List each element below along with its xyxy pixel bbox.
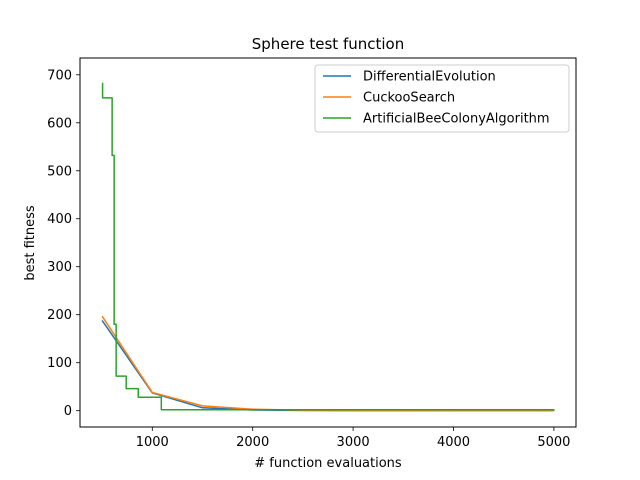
x-tick-label-4: 5000: [537, 435, 570, 450]
y-tick-label-0: 0: [64, 404, 72, 419]
y-tick-label-1: 100: [47, 356, 72, 371]
x-tick-label-3: 4000: [437, 435, 470, 450]
legend-box: [314, 64, 570, 133]
x-axis-label: # function evaluations: [254, 456, 402, 471]
y-tick-label-7: 700: [47, 68, 72, 83]
y-axis-label: best fitness: [23, 205, 38, 281]
legend-label-2: ArtificialBeeColonyAlgorithm: [363, 112, 550, 127]
y-tick-label-3: 300: [47, 260, 72, 275]
legend: DifferentialEvolution CuckooSearch Artific…: [314, 64, 570, 133]
x-axis-ticks: 1000 2000 3000 4000 5000: [136, 427, 570, 450]
y-tick-label-4: 400: [47, 212, 72, 227]
x-tick-label-0: 1000: [136, 435, 169, 450]
x-tick-label-2: 3000: [337, 435, 370, 450]
chart-title: Sphere test function: [252, 35, 404, 53]
y-tick-label-2: 200: [47, 308, 72, 323]
y-tick-label-5: 500: [47, 164, 72, 179]
plot-frame: [79, 57, 577, 428]
series-line-1: [101, 315, 554, 412]
legend-label-0: DifferentialEvolution: [363, 70, 496, 85]
legend-label-1: CuckooSearch: [363, 91, 455, 106]
series-line-2: [101, 82, 555, 411]
y-axis-ticks: 0 100 200 300 400 500 600 700: [47, 68, 80, 419]
x-tick-label-1: 2000: [236, 435, 269, 450]
y-tick-label-6: 600: [47, 116, 72, 131]
plot-lines: [101, 82, 555, 412]
